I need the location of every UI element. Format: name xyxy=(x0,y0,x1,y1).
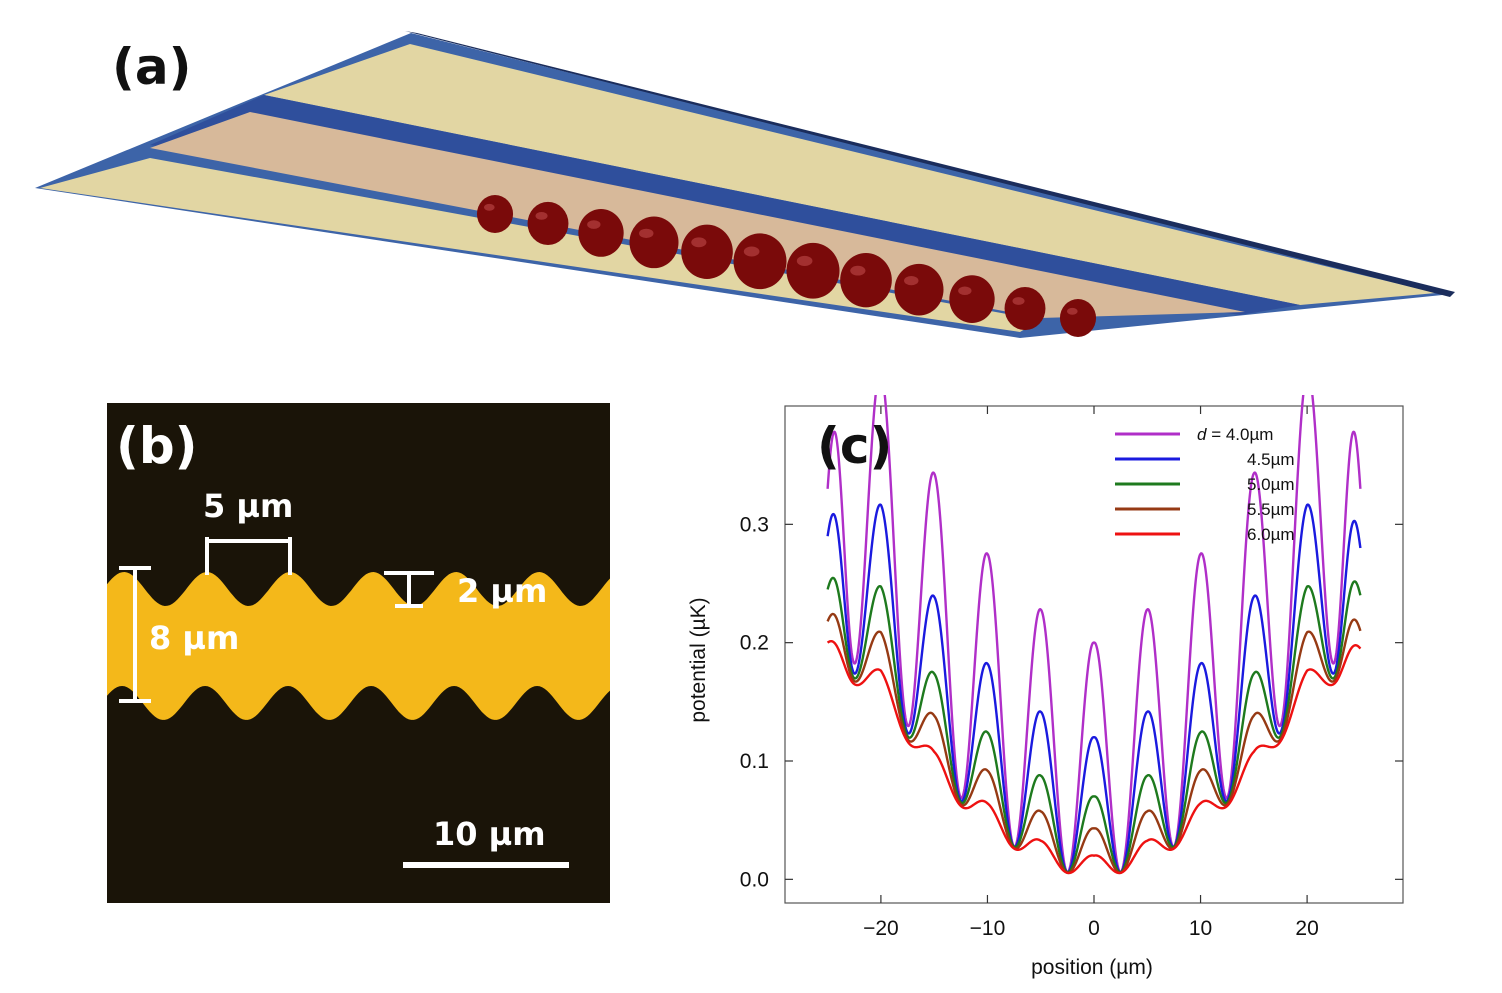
y-tick-label: 0.2 xyxy=(740,632,769,655)
series-line xyxy=(826,503,1362,874)
y-tick-label: 0.0 xyxy=(740,868,769,891)
atom-highlight xyxy=(1066,307,1078,315)
scalebar-label: 10 µm xyxy=(433,815,546,853)
atom xyxy=(1004,287,1046,331)
legend-prefix: d xyxy=(1197,425,1207,444)
legend: d = 4.0µm 4.5µm 5.0µm 5.5µm 6.0µm xyxy=(1115,425,1295,544)
amplitude-label: 2 µm xyxy=(457,572,548,610)
panel-c: −20 −10 0 10 20 0.0 0.1 0.2 0.3 d = 4.0µm 4.5µm 5.… xyxy=(680,370,1502,988)
amplitude-bracket xyxy=(384,571,434,608)
width-label: 8 µm xyxy=(149,619,240,657)
atom-highlight xyxy=(743,246,760,257)
atom xyxy=(527,201,569,245)
period-bracket xyxy=(205,537,292,575)
atom-highlight xyxy=(639,228,654,238)
series-line xyxy=(826,639,1362,875)
y-axis-title: potential (µK) xyxy=(687,597,710,722)
panel-a-illustration xyxy=(35,31,1455,338)
atom-highlight xyxy=(850,265,866,276)
y-tick-label: 0.1 xyxy=(740,750,769,773)
atom-highlight xyxy=(1012,297,1025,305)
period-label: 5 µm xyxy=(203,487,294,525)
gold-stripe-lower xyxy=(40,158,1040,332)
series-line xyxy=(826,612,1362,875)
legend-label: 5.5µm xyxy=(1247,500,1295,519)
legend-label: 4.5µm xyxy=(1247,450,1295,469)
curves xyxy=(826,370,1362,875)
atom xyxy=(629,216,679,269)
corrugated-channel xyxy=(150,112,1245,318)
atom-highlight xyxy=(958,286,972,296)
atom-chain xyxy=(476,195,1097,337)
legend-label: d = 4.0µm xyxy=(1197,425,1273,444)
panel-a-label: (a) xyxy=(112,38,192,96)
atom xyxy=(1059,299,1097,337)
y-tick-label: 0.3 xyxy=(740,513,769,536)
width-bracket xyxy=(119,566,151,703)
plate-top-edge xyxy=(405,31,1455,297)
atom-highlight xyxy=(796,255,813,266)
atom xyxy=(681,224,733,280)
series-line xyxy=(826,370,1362,874)
atom-highlight xyxy=(535,212,548,220)
potential-chart: −20 −10 0 10 20 0.0 0.1 0.2 0.3 d = 4.0µm 4.5µm 5.… xyxy=(687,370,1404,979)
atom xyxy=(578,209,624,257)
panel-a: (a) xyxy=(0,0,1502,370)
atom xyxy=(840,252,892,308)
x-tick-label: 20 xyxy=(1295,917,1318,940)
panel-b-label: (b) xyxy=(116,417,198,475)
x-tick-label: −20 xyxy=(863,917,899,940)
atom-highlight xyxy=(587,220,601,229)
legend-label: 5.0µm xyxy=(1247,475,1295,494)
series-line xyxy=(826,576,1362,874)
x-tick-label: 10 xyxy=(1189,917,1212,940)
atom xyxy=(733,233,787,290)
legend-prefix-suffix: = 4.0µm xyxy=(1206,425,1273,444)
atom xyxy=(894,263,944,316)
x-axis-title: position (µm) xyxy=(1031,956,1153,979)
micrograph xyxy=(107,537,610,868)
legend-label: 6.0µm xyxy=(1247,525,1295,544)
axis-ticks: −20 −10 0 10 20 0.0 0.1 0.2 0.3 xyxy=(740,406,1403,940)
atom xyxy=(476,195,514,233)
atom-highlight xyxy=(904,275,919,286)
atom-highlight xyxy=(483,203,495,211)
atom xyxy=(786,242,840,299)
x-tick-label: 0 xyxy=(1088,917,1100,940)
panel-c-label: (c) xyxy=(817,417,893,475)
panel-b: (b) 5 µm 2 µm 8 µm 10 µm xyxy=(107,403,610,903)
gold-stripe-upper xyxy=(264,44,1436,305)
x-tick-label: −10 xyxy=(970,917,1006,940)
corrugated-wire xyxy=(107,572,610,720)
atom xyxy=(949,275,995,323)
atom-highlight xyxy=(691,237,707,248)
